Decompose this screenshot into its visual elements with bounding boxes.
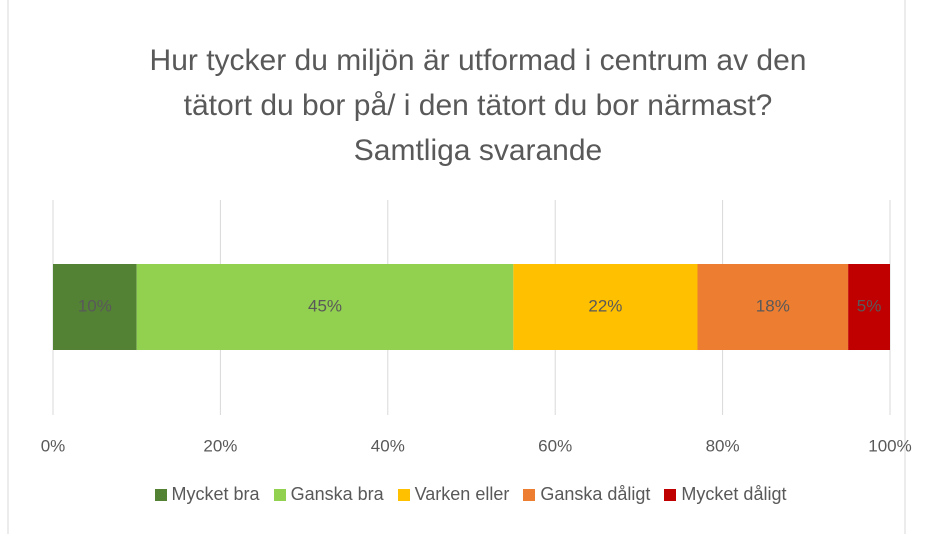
x-tick-label: 40% — [371, 436, 405, 455]
x-tick-label: 20% — [203, 436, 237, 455]
legend: Mycket bra Ganska bra Varken eller Ganska d… — [0, 484, 941, 505]
legend-item: Mycket bra — [154, 484, 260, 505]
data-label: 22% — [588, 296, 622, 315]
legend-swatch — [523, 488, 536, 501]
legend-label: Ganska bra — [290, 484, 384, 504]
bar-segment — [697, 264, 849, 350]
legend-item: Ganska bra — [273, 484, 384, 505]
legend-swatch — [664, 488, 677, 501]
data-label: 18% — [756, 296, 790, 315]
legend-swatch — [273, 488, 286, 501]
x-tick-label: 0% — [41, 436, 66, 455]
x-tick-label: 60% — [538, 436, 572, 455]
chart-title: Hur tycker du miljön är utformad i centr… — [149, 44, 807, 167]
legend-swatch — [397, 488, 410, 501]
bar-segment — [848, 264, 890, 350]
legend-label: Mycket dåligt — [681, 484, 787, 504]
data-label: 45% — [308, 296, 342, 315]
bar-segment — [513, 264, 698, 350]
legend-label: Mycket bra — [171, 484, 260, 504]
data-label: 10% — [78, 296, 112, 315]
legend-label: Varken eller — [414, 484, 510, 504]
legend-item: Ganska dåligt — [523, 484, 650, 505]
legend-swatch — [154, 488, 167, 501]
data-label: 5% — [857, 296, 882, 315]
bar-segment — [136, 264, 514, 350]
x-tick-label: 100% — [868, 436, 911, 455]
legend-label: Ganska dåligt — [540, 484, 651, 504]
x-tick-label: 80% — [706, 436, 740, 455]
bar-segment — [53, 264, 137, 350]
legend-item: Mycket dåligt — [664, 484, 786, 505]
legend-item: Varken eller — [397, 484, 510, 505]
